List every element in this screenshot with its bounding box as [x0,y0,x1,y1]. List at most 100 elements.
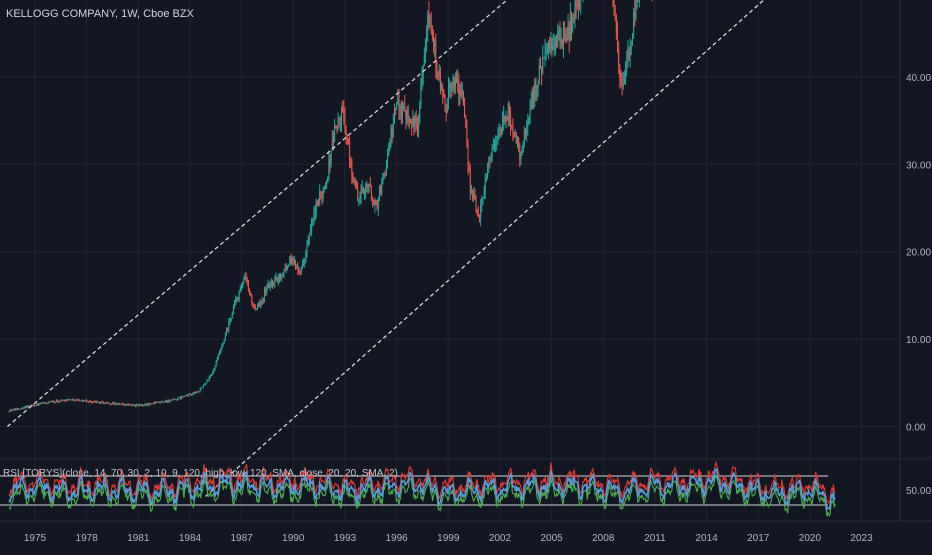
candle-body [273,285,274,286]
candle-body [507,118,508,120]
candle-body [42,403,43,404]
candle-body [615,14,616,16]
price-tick-label: 10.00 [906,335,931,346]
candle-body [172,399,173,400]
candle-body [504,116,505,122]
candle-body [439,70,440,76]
candle-body [57,401,58,402]
candle-body [36,404,37,406]
candle-body [494,145,495,146]
candle-body [380,188,381,194]
candle-body [350,160,351,167]
candle-body [387,156,388,167]
candle-body [126,405,127,406]
candle-body [26,407,27,408]
candle-body [225,335,226,339]
candle-body [231,318,232,319]
candle-body [434,40,435,46]
candle-body [501,129,502,132]
candle-body [385,173,386,175]
candle-body [114,403,115,405]
candle-body [447,105,448,113]
time-tick-label: 2011 [644,533,666,544]
candle-body [407,111,408,119]
candle-body [484,193,485,199]
candle-body [60,400,61,401]
candle-body [570,16,571,41]
candle-body [321,193,322,198]
candle-body [301,268,302,272]
candle-body [625,64,626,79]
candle-body [293,258,294,261]
candle-body [110,404,111,405]
candle-body [41,403,42,404]
candle-body [56,401,57,402]
candle-body [198,392,199,393]
candle-body [91,402,92,403]
candle-body [481,199,482,206]
candle-body [177,399,178,400]
candle-body [48,402,49,403]
candle-body [134,405,135,406]
candle-body [113,403,114,404]
candle-body [520,153,521,159]
candle-body [89,401,90,402]
candle-body [269,284,270,286]
rsi-indicator-label[interactable]: RSI [TORYS](close, 14, 70, 30, 2, 10, 9,… [3,468,398,479]
candle-body [66,400,67,401]
candle-body [315,212,316,213]
candle-body [400,106,401,112]
candle-body [34,405,35,406]
candle-body [192,394,193,395]
candle-body [11,410,12,411]
candle-body [485,179,486,193]
candle-body [619,66,620,78]
candle-body [618,50,619,66]
candle-body [395,108,396,110]
candle-body [109,403,110,404]
candle-body [323,189,324,198]
candle-body [620,78,621,82]
candle-body [190,394,191,395]
candle-body [634,12,635,18]
candle-body [182,397,183,398]
candle-body [45,403,46,404]
candle-body [169,400,170,401]
candle-body [361,190,362,197]
candle-body [417,123,418,135]
candle-body [564,34,565,35]
candle-body [305,252,306,261]
candle-body [549,43,550,50]
candle-body [227,329,228,330]
candle-body [516,133,517,143]
time-tick-label: 1996 [385,533,408,544]
candle-body [141,405,142,406]
candle-body [158,402,159,403]
candle-body [571,16,572,30]
candle-body [397,98,398,104]
candle-body [247,280,248,282]
candle-body [497,134,498,142]
candle-body [560,29,561,40]
candle-body [511,125,512,127]
candle-body [21,408,22,409]
candle-body [136,405,137,406]
candle-body [362,188,363,190]
candle-body [503,116,504,122]
price-tick-label: 30.00 [906,160,931,171]
candle-body [331,150,332,164]
candle-body [487,165,488,177]
candle-body [576,2,577,4]
candle-body [272,282,273,286]
candle-body [12,409,13,410]
candle-body [469,168,470,171]
candle-body [181,397,182,399]
candle-body [450,84,451,90]
candle-body [324,188,325,189]
candle-body [535,81,536,93]
candle-body [257,307,258,309]
candle-body [238,298,239,299]
candle-body [334,125,335,141]
candle-body [474,194,475,199]
candle-body [212,372,213,374]
